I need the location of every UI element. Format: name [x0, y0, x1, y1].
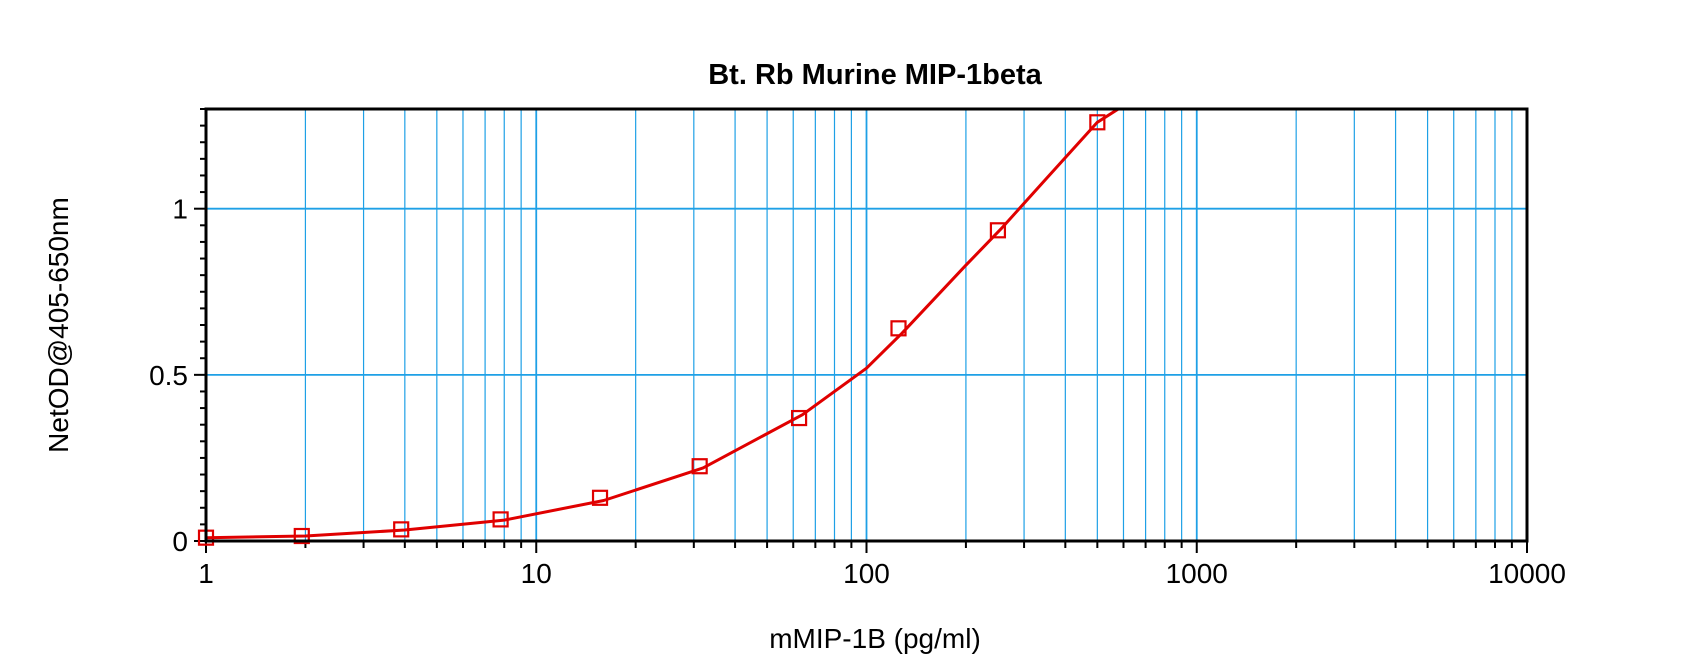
- x-tick-label: 1000: [1166, 558, 1228, 589]
- data-point: [293, 527, 310, 545]
- fit-curve: [206, 109, 1122, 540]
- y-axis-label: NetOD@405-650nm: [43, 197, 74, 453]
- data-point: [1089, 114, 1106, 131]
- data-point: [393, 521, 410, 538]
- axes: [194, 108, 1528, 553]
- tick-labels: 1 10 100 1000 10000 0 0.5 1: [149, 194, 1566, 589]
- data-point: [691, 458, 708, 475]
- data-point: [890, 320, 907, 337]
- y-tick-label: 0.5: [149, 360, 188, 391]
- data-points: [197, 114, 1106, 546]
- chart-title: Bt. Rb Murine MIP-1beta: [708, 59, 1042, 91]
- data-point: [492, 511, 509, 528]
- y-tick-label: 1: [172, 194, 188, 225]
- data-point: [790, 409, 808, 427]
- plot-frame: [204, 107, 1529, 543]
- y-tick-label: 0: [172, 526, 188, 557]
- data-point: [989, 222, 1007, 239]
- data-point: [591, 489, 609, 506]
- x-axis-label: mMIP-1B (pg/ml): [769, 623, 981, 654]
- x-tick-label: 10000: [1488, 558, 1566, 589]
- x-tick-label: 10: [521, 558, 552, 589]
- grid: [206, 109, 1527, 541]
- x-tick-label: 1: [198, 558, 214, 589]
- fit-curve-layer: [206, 109, 1122, 540]
- x-tick-label: 100: [843, 558, 890, 589]
